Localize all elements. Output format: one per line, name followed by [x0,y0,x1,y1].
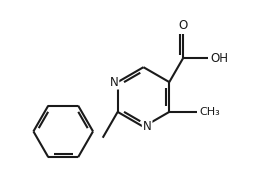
Text: CH₃: CH₃ [199,107,220,117]
Text: N: N [143,120,152,133]
Text: OH: OH [210,52,228,65]
Text: N: N [110,76,118,89]
Text: O: O [178,19,188,32]
